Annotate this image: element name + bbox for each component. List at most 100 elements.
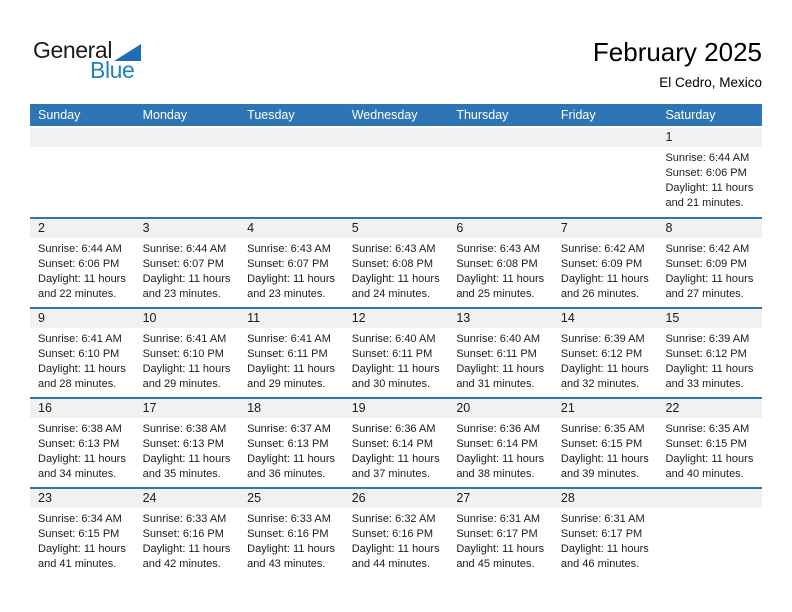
calendar-week-row: 23 Sunrise: 6:34 AM Sunset: 6:15 PM Dayligh… [30, 487, 763, 577]
sunset-text: Sunset: 6:06 PM [38, 258, 120, 270]
day-details: Sunrise: 6:40 AM Sunset: 6:11 PM Daylight:… [448, 328, 553, 392]
sunrise-text: Sunrise: 6:43 AM [456, 243, 541, 255]
calendar-day-cell: 28 Sunrise: 6:31 AM Sunset: 6:17 PM Dayligh… [552, 489, 658, 577]
daylight-text-line2: and 39 minutes. [560, 468, 640, 480]
daylight-text-line1: Daylight: 11 hours [560, 273, 649, 285]
daylight-text-line1: Daylight: 11 hours [456, 363, 545, 375]
sunset-text: Sunset: 6:06 PM [665, 167, 747, 179]
daylight-text-line1: Daylight: 11 hours [38, 363, 126, 375]
sunrise-text: Sunrise: 6:34 AM [38, 513, 122, 525]
sunrise-text: Sunrise: 6:31 AM [456, 513, 541, 525]
sunrise-text: Sunrise: 6:36 AM [351, 423, 436, 435]
calendar-day-cell: 23 Sunrise: 6:34 AM Sunset: 6:15 PM Dayligh… [30, 489, 135, 577]
calendar-day-cell: 14 Sunrise: 6:39 AM Sunset: 6:12 PM Dayligh… [552, 309, 658, 397]
daylight-text-line2: and 31 minutes. [456, 378, 535, 390]
day-number: 4 [239, 219, 344, 238]
daylight-text-line1: Daylight: 11 hours [142, 543, 231, 555]
day-details: Sunrise: 6:44 AM Sunset: 6:06 PM Daylight:… [657, 147, 762, 211]
sunset-text: Sunset: 6:09 PM [665, 258, 747, 270]
day-number: 5 [343, 219, 449, 238]
page-title: February 2025 [592, 37, 762, 67]
day-number: 21 [552, 399, 658, 418]
sunrise-text: Sunrise: 6:41 AM [142, 333, 227, 345]
calendar-day-cell: 15 Sunrise: 6:39 AM Sunset: 6:12 PM Dayligh… [657, 309, 763, 397]
daylight-text-line2: and 33 minutes. [665, 378, 744, 390]
sunset-text: Sunset: 6:09 PM [560, 258, 643, 270]
day-details: Sunrise: 6:43 AM Sunset: 6:07 PM Daylight:… [239, 238, 344, 302]
calendar-day-cell: 2 Sunrise: 6:44 AM Sunset: 6:06 PM Daylight… [30, 219, 135, 307]
calendar-day-cell: 24 Sunrise: 6:33 AM Sunset: 6:16 PM Dayligh… [134, 489, 240, 577]
calendar-empty-cell [134, 128, 240, 217]
daylight-text-line2: and 40 minutes. [665, 468, 744, 480]
daylight-text-line1: Daylight: 11 hours [247, 453, 336, 465]
daylight-text-line1: Daylight: 11 hours [38, 273, 126, 285]
day-details: Sunrise: 6:32 AM Sunset: 6:16 PM Daylight:… [344, 508, 449, 572]
day-details: Sunrise: 6:33 AM Sunset: 6:16 PM Daylight:… [239, 508, 344, 572]
weekday-header-thursday: Thursday [456, 108, 509, 122]
sunrise-text: Sunrise: 6:44 AM [38, 243, 122, 255]
daylight-text-line2: and 36 minutes. [247, 468, 326, 480]
day-details: Sunrise: 6:31 AM Sunset: 6:17 PM Daylight:… [448, 508, 553, 572]
calendar-day-cell: 16 Sunrise: 6:38 AM Sunset: 6:13 PM Dayligh… [30, 399, 135, 487]
calendar-day-cell: 10 Sunrise: 6:41 AM Sunset: 6:10 PM Dayligh… [134, 309, 240, 397]
calendar-day-cell: 3 Sunrise: 6:44 AM Sunset: 6:07 PM Daylight… [134, 219, 240, 307]
daylight-text-line1: Daylight: 11 hours [560, 363, 649, 375]
daylight-text-line1: Daylight: 11 hours [351, 363, 440, 375]
calendar-day-cell: 25 Sunrise: 6:33 AM Sunset: 6:16 PM Dayligh… [239, 489, 344, 577]
day-number: 20 [448, 399, 553, 418]
daylight-text-line2: and 21 minutes. [665, 197, 744, 209]
day-details: Sunrise: 6:36 AM Sunset: 6:14 PM Daylight:… [344, 418, 449, 482]
sunset-text: Sunset: 6:16 PM [247, 528, 329, 540]
day-number [657, 489, 763, 508]
daylight-text-line2: and 28 minutes. [38, 378, 117, 390]
day-details [448, 147, 553, 151]
day-number [552, 128, 658, 147]
day-number: 25 [239, 489, 344, 508]
flag-triangle-icon [114, 44, 142, 61]
calendar-day-cell: 8 Sunrise: 6:42 AM Sunset: 6:09 PM Daylight… [657, 219, 763, 307]
calendar-day-cell: 6 Sunrise: 6:43 AM Sunset: 6:08 PM Daylight… [448, 219, 553, 307]
day-number: 7 [552, 219, 658, 238]
sunrise-text: Sunrise: 6:38 AM [38, 423, 122, 435]
calendar-day-cell: 20 Sunrise: 6:36 AM Sunset: 6:14 PM Dayligh… [448, 399, 553, 487]
day-number: 17 [134, 399, 240, 418]
day-number: 3 [134, 219, 240, 238]
sunset-text: Sunset: 6:08 PM [456, 258, 538, 270]
sunset-text: Sunset: 6:15 PM [38, 528, 120, 540]
day-details: Sunrise: 6:39 AM Sunset: 6:12 PM Daylight:… [657, 328, 762, 392]
calendar-empty-cell [239, 128, 344, 217]
calendar-day-cell: 26 Sunrise: 6:32 AM Sunset: 6:16 PM Dayligh… [343, 489, 449, 577]
calendar-day-cell: 12 Sunrise: 6:40 AM Sunset: 6:11 PM Dayligh… [343, 309, 449, 397]
daylight-text-line1: Daylight: 11 hours [38, 543, 126, 555]
day-details: Sunrise: 6:34 AM Sunset: 6:15 PM Daylight:… [30, 508, 135, 572]
sunset-text: Sunset: 6:11 PM [247, 348, 328, 360]
daylight-text-line1: Daylight: 11 hours [351, 453, 440, 465]
daylight-text-line2: and 42 minutes. [142, 558, 221, 570]
day-number: 15 [657, 309, 763, 328]
day-number: 18 [239, 399, 344, 418]
sunset-text: Sunset: 6:12 PM [560, 348, 643, 360]
sunset-text: Sunset: 6:11 PM [351, 348, 433, 360]
day-details: Sunrise: 6:41 AM Sunset: 6:11 PM Daylight:… [239, 328, 344, 392]
daylight-text-line2: and 37 minutes. [351, 468, 431, 480]
day-details: Sunrise: 6:35 AM Sunset: 6:15 PM Daylight:… [657, 418, 762, 482]
calendar-day-cell: 22 Sunrise: 6:35 AM Sunset: 6:15 PM Dayligh… [657, 399, 763, 487]
daylight-text-line2: and 30 minutes. [351, 378, 431, 390]
day-details: Sunrise: 6:33 AM Sunset: 6:16 PM Daylight:… [135, 508, 240, 572]
daylight-text-line1: Daylight: 11 hours [142, 273, 231, 285]
day-details: Sunrise: 6:44 AM Sunset: 6:07 PM Daylight:… [135, 238, 240, 302]
calendar-day-cell: 17 Sunrise: 6:38 AM Sunset: 6:13 PM Dayligh… [134, 399, 240, 487]
sunset-text: Sunset: 6:17 PM [456, 528, 538, 540]
general-blue-logo: General Blue [33, 39, 142, 83]
daylight-text-line2: and 25 minutes. [456, 288, 535, 300]
weekday-header-monday: Monday [142, 108, 188, 122]
logo-text-blue: Blue [90, 57, 135, 83]
calendar-day-cell: 7 Sunrise: 6:42 AM Sunset: 6:09 PM Daylight… [552, 219, 658, 307]
daylight-text-line2: and 32 minutes. [560, 378, 640, 390]
daylight-text-line1: Daylight: 11 hours [247, 363, 336, 375]
sunset-text: Sunset: 6:13 PM [142, 438, 224, 450]
sunrise-text: Sunrise: 6:35 AM [665, 423, 750, 435]
day-number [343, 128, 449, 147]
sunrise-text: Sunrise: 6:36 AM [456, 423, 541, 435]
day-number [239, 128, 344, 147]
